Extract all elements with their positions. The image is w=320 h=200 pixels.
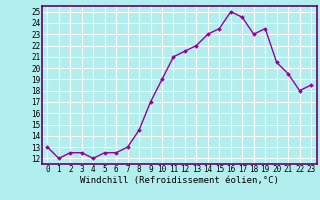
X-axis label: Windchill (Refroidissement éolien,°C): Windchill (Refroidissement éolien,°C): [80, 176, 279, 185]
